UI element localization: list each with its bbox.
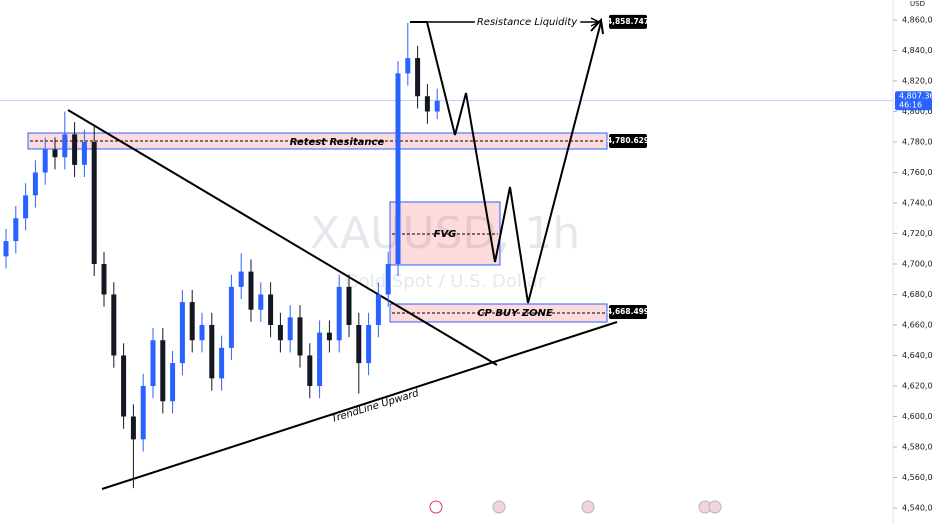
y-tick-label: 4,760,000 <box>902 168 932 177</box>
current-price-tag <box>895 91 932 111</box>
candle-body <box>228 286 234 348</box>
candle-body <box>150 340 156 386</box>
candle-body <box>72 134 78 165</box>
currency: USD <box>910 0 925 8</box>
price-tag-label: 4,668.499 <box>607 307 649 316</box>
candle-body <box>346 286 352 325</box>
candle-body <box>23 195 29 219</box>
candle-body <box>62 134 68 158</box>
candle-body <box>170 363 176 402</box>
candle-body <box>424 96 430 112</box>
y-tick-label: 4,820,000 <box>902 76 932 85</box>
event-icon[interactable] <box>492 500 506 514</box>
candle-body <box>415 58 421 97</box>
price-tag-label: 4,780.629 <box>607 136 649 145</box>
y-tick-label: 4,800,000 <box>902 107 932 116</box>
annotation: CP BUY ZONE <box>477 308 553 319</box>
annotation: Resistance Liquidity <box>477 17 578 28</box>
candle-body <box>287 317 293 341</box>
candle-body <box>219 347 225 379</box>
candle-body <box>395 73 401 264</box>
y-tick-label: 4,860,000 <box>902 15 932 24</box>
y-tick-label: 4,560,000 <box>902 473 932 482</box>
projection-path <box>410 21 602 304</box>
drawings <box>27 17 722 514</box>
candle-body <box>13 218 19 242</box>
candle-body <box>307 355 313 386</box>
candle-body <box>268 294 274 325</box>
y-tick-label: 4,720,000 <box>902 229 932 238</box>
candle-body <box>297 317 303 356</box>
candle-body <box>121 355 127 417</box>
candle-body <box>317 332 323 386</box>
candle-body <box>258 294 264 310</box>
y-tick-label: 4,580,000 <box>902 442 932 451</box>
candle-body <box>405 58 411 74</box>
price-tag <box>609 134 647 149</box>
label-bg <box>474 17 581 28</box>
candle-body <box>130 416 136 440</box>
candle-body <box>356 324 362 364</box>
y-tick-label: 4,740,000 <box>902 198 932 207</box>
y-tick-label: 4,620,000 <box>902 381 932 390</box>
candle-body <box>3 241 9 257</box>
candle-body <box>366 324 372 364</box>
y-tick-label: 4,660,000 <box>902 320 932 329</box>
y-tick-label: 4,640,000 <box>902 351 932 360</box>
price-tag <box>609 14 647 29</box>
candle-body <box>189 302 195 341</box>
event-icon[interactable] <box>708 500 722 514</box>
candle-body <box>375 294 381 325</box>
trendline <box>67 109 498 366</box>
candle-body <box>238 271 244 287</box>
arrowhead <box>590 17 604 35</box>
candle-body <box>140 385 146 440</box>
price-tag <box>609 305 647 320</box>
candle-body <box>42 149 48 173</box>
candle-body <box>32 172 38 196</box>
y-tick-label: 4,700,000 <box>902 259 932 268</box>
candle-body <box>326 332 332 341</box>
candle-body <box>209 324 215 379</box>
price-tag-label: 4,858.747 <box>607 17 649 26</box>
event-icon[interactable] <box>429 500 443 514</box>
candle-body <box>434 100 440 112</box>
current-price-label: 4,807.365 <box>899 92 932 101</box>
annotation: Retest Resitance <box>290 137 385 148</box>
candle-body <box>91 141 97 264</box>
candle-body <box>179 302 185 364</box>
candle-body <box>81 141 87 165</box>
y-tick-label: 4,680,000 <box>902 290 932 299</box>
countdown: 46:16 <box>899 101 922 110</box>
y-tick-label: 4,780,000 <box>902 137 932 146</box>
candle-body <box>385 263 391 295</box>
annotation: FVG <box>434 229 457 240</box>
watermark-subtitle: Gold Spot / U.S. Dollar <box>345 271 546 292</box>
candle-body <box>199 324 205 341</box>
y-tick-label: 4,600,000 <box>902 412 932 421</box>
y-tick-label: 4,840,000 <box>902 46 932 55</box>
event-icon[interactable] <box>581 500 595 514</box>
candle-body <box>336 286 342 341</box>
candle-body <box>160 340 166 402</box>
candle-body <box>52 149 58 158</box>
trendline <box>101 321 618 490</box>
candle-body <box>111 294 117 356</box>
candle-body <box>277 324 283 341</box>
candle-body <box>248 271 254 310</box>
y-tick-label: 4,540,000 <box>902 503 932 512</box>
candle-body <box>101 263 107 295</box>
